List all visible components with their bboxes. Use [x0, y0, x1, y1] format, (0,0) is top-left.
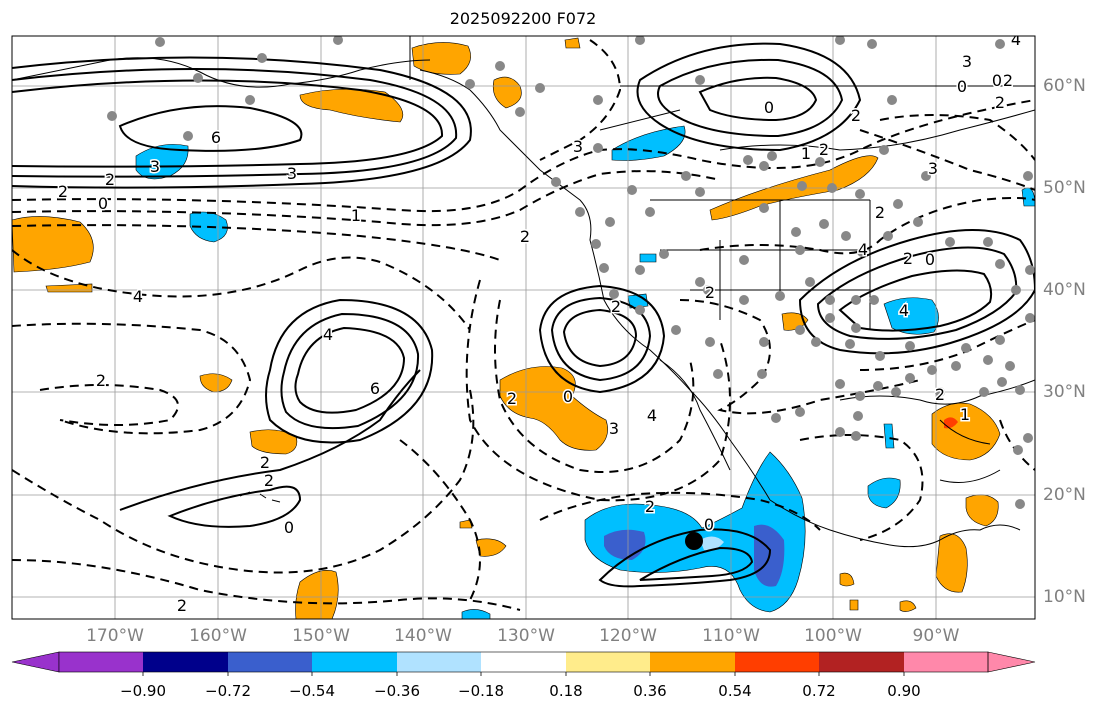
lon-label: 150°W: [292, 626, 350, 646]
colorbar-segment: [143, 652, 228, 672]
contour-label: 2: [520, 227, 530, 246]
lat-label: 10°N: [1043, 587, 1086, 607]
colorbar-segment: [228, 652, 312, 672]
contour-label: 4: [899, 301, 909, 320]
contour-label: 2: [935, 385, 945, 404]
colorbar-tick-label: −0.18: [458, 682, 504, 700]
colorbar-segment: [566, 652, 650, 672]
contour-label: 3: [573, 137, 583, 156]
colorbar: [11, 651, 1036, 676]
map-title: 2025092200 F072: [449, 9, 597, 28]
contour-label: 4: [133, 287, 143, 306]
colorbar-segment: [904, 652, 988, 672]
contour-label: 0: [704, 515, 714, 534]
contour-label: 4: [1011, 30, 1021, 49]
lat-label: 50°N: [1043, 178, 1086, 198]
colorbar-extend-min: [11, 651, 60, 673]
colorbar-tick-label: −0.90: [120, 682, 166, 700]
colorbar-segment: [735, 652, 819, 672]
contour-label: 2: [875, 203, 885, 222]
colorbar-tick-label: 0.90: [887, 682, 921, 700]
colorbar-segment: [481, 652, 566, 672]
weak-negative-fill: [700, 536, 724, 551]
contour-label: 0: [764, 98, 774, 117]
contour-label: 2: [264, 471, 274, 490]
lat-label: 60°N: [1043, 76, 1086, 96]
contour-label: 2: [1003, 71, 1013, 90]
lat-label: 30°N: [1043, 382, 1086, 402]
contour-label: 2: [819, 140, 829, 159]
lon-label: 120°W: [599, 626, 657, 646]
colorbar-segment: [397, 652, 481, 672]
contour-label: 6: [370, 379, 380, 398]
contour-label: 2: [851, 106, 861, 125]
contour-label: 2: [611, 297, 621, 316]
observation-stations: [107, 36, 1035, 509]
contour-label: 1: [351, 206, 361, 225]
colorbar-segment: [819, 652, 904, 672]
colorbar-tick-label: 0.72: [802, 682, 836, 700]
colorbar-tick-label: −0.54: [289, 682, 335, 700]
contour-label: 1: [960, 405, 970, 424]
positive-anomaly-fill: [12, 37, 1001, 619]
contour-label: 2: [645, 497, 655, 516]
contour-label: 2: [105, 170, 115, 189]
colorbar-outline: [58, 651, 989, 673]
storm-center-marker: [685, 532, 703, 550]
contour-label: 0: [284, 518, 294, 537]
colorbar-tick-label: 0.18: [549, 682, 583, 700]
contour-label: 4: [323, 325, 333, 344]
lat-label: 20°N: [1043, 485, 1086, 505]
lat-label: 40°N: [1043, 280, 1086, 300]
lon-label: 110°W: [702, 626, 760, 646]
colorbar-segment: [312, 652, 397, 672]
contour-label: 0: [925, 250, 935, 269]
colorbar-extend-max: [987, 651, 1036, 673]
coastlines: [12, 36, 1035, 548]
contour-label: 3: [928, 159, 938, 178]
contour-label: 2: [177, 596, 187, 615]
contour-label: 4: [858, 240, 868, 259]
contour-label: 2: [96, 371, 106, 390]
lon-label: 160°W: [189, 626, 247, 646]
colorbar-tick-label: 0.36: [633, 682, 667, 700]
contour-label: 2: [260, 453, 270, 472]
contour-label: 0: [992, 71, 1002, 90]
contour-label: 1: [801, 144, 811, 163]
contour-label: 0: [957, 77, 967, 96]
lon-label: 90°W: [912, 626, 960, 646]
negative-contours: [12, 39, 1035, 611]
contour-label: 3: [609, 419, 619, 438]
lon-label: 140°W: [394, 626, 452, 646]
negative-anomaly-fill: [135, 125, 1035, 619]
lon-label: 170°W: [86, 626, 144, 646]
lon-label: 100°W: [804, 626, 862, 646]
contour-label: 4: [647, 406, 657, 425]
contour-label: 0: [563, 387, 573, 406]
contour-label: 2: [995, 93, 1005, 112]
strong-positive-fill: [944, 417, 958, 429]
contour-label: 3: [287, 164, 297, 183]
contour-label: 2: [705, 283, 715, 302]
contour-label: 2: [903, 249, 913, 268]
contour-label: 2: [58, 182, 68, 201]
map-frame: [11, 35, 1036, 620]
colorbar-tick-label: −0.36: [374, 682, 420, 700]
contour-label: 2: [507, 389, 517, 408]
lon-label: 130°W: [497, 626, 555, 646]
colorbar-tick-label: 0.54: [718, 682, 752, 700]
contour-label: 6: [211, 128, 221, 147]
colorbar-tick-label: −0.72: [205, 682, 251, 700]
contour-label: 3: [962, 52, 972, 71]
colorbar-segment: [59, 652, 143, 672]
contour-label: 3: [150, 157, 160, 176]
colorbar-segment: [650, 652, 735, 672]
contour-label: 0: [98, 194, 108, 213]
